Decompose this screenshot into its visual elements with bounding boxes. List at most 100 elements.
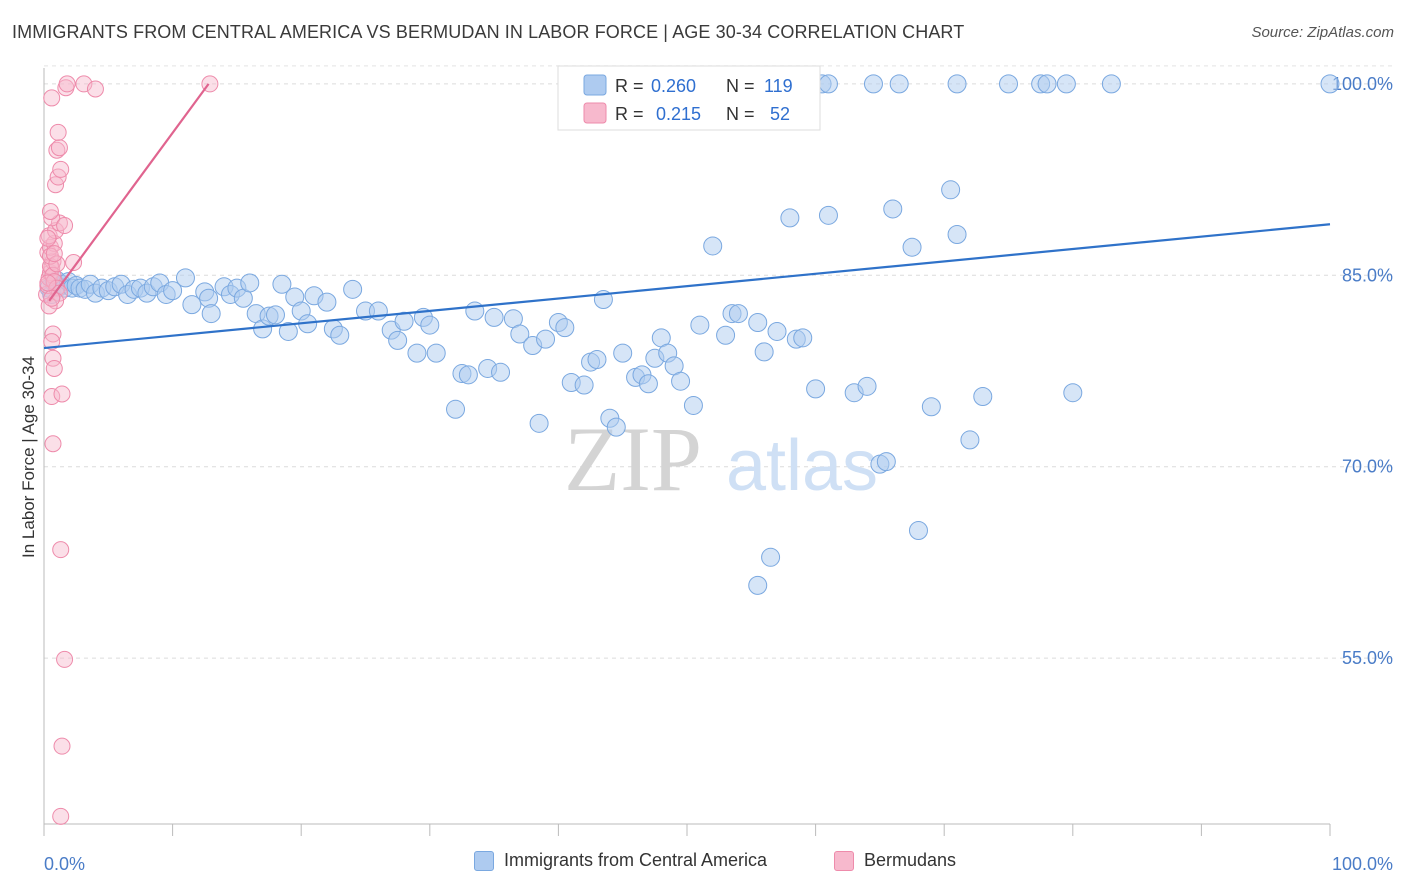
data-point-central-america bbox=[716, 325, 736, 345]
trend-lines bbox=[43, 83, 1331, 350]
data-point-central-america bbox=[767, 321, 787, 341]
series-bermudans-points bbox=[38, 75, 219, 825]
legend-r-value: 0.260 bbox=[651, 76, 696, 96]
data-point-central-america bbox=[465, 301, 485, 321]
y-tick-label: 85.0% bbox=[1342, 265, 1393, 285]
data-point-central-america bbox=[265, 305, 285, 325]
data-point-central-america bbox=[555, 318, 575, 338]
data-point-central-america bbox=[941, 180, 961, 200]
data-point-bermudans bbox=[39, 229, 57, 247]
watermark-atlas: atlas bbox=[726, 426, 878, 506]
data-point-central-america bbox=[703, 236, 723, 256]
legend-swatch-blue bbox=[474, 850, 494, 871]
data-point-central-america bbox=[947, 224, 967, 244]
data-point-central-america bbox=[330, 325, 350, 345]
axes bbox=[43, 68, 1331, 836]
data-point-bermudans bbox=[39, 274, 57, 292]
data-point-bermudans bbox=[45, 359, 63, 377]
x-tick-labels: 0.0% 100.0% bbox=[44, 854, 1393, 874]
legend-bottom: Immigrants from Central America Bermudan… bbox=[0, 850, 1406, 880]
data-point-central-america bbox=[683, 395, 703, 415]
data-point-bermudans bbox=[56, 650, 74, 668]
data-point-central-america bbox=[999, 74, 1018, 94]
data-point-central-america bbox=[182, 295, 202, 315]
legend-r-label: R = bbox=[615, 76, 644, 96]
data-point-central-america bbox=[1320, 74, 1340, 94]
data-point-central-america bbox=[902, 237, 922, 257]
legend-label: Immigrants from Central America bbox=[504, 850, 768, 870]
data-point-central-america bbox=[921, 397, 941, 417]
data-point-central-america bbox=[883, 199, 903, 219]
data-point-bermudans bbox=[53, 737, 71, 755]
data-point-bermudans bbox=[56, 217, 74, 235]
data-point-central-america bbox=[587, 350, 607, 370]
data-point-central-america bbox=[728, 304, 748, 324]
data-point-bermudans bbox=[43, 388, 61, 406]
y-tick-label: 100.0% bbox=[1332, 74, 1393, 94]
grid-lines bbox=[44, 65, 1394, 659]
data-point-bermudans bbox=[52, 807, 70, 825]
data-point-central-america bbox=[510, 324, 530, 344]
data-point-central-america bbox=[748, 575, 768, 595]
series-central-america-points bbox=[39, 74, 1340, 595]
data-point-central-america bbox=[240, 273, 260, 293]
y-tick-labels: 55.0% 70.0% 85.0% 100.0% bbox=[1332, 74, 1393, 668]
x-tick-label: 0.0% bbox=[44, 854, 85, 874]
data-point-central-america bbox=[818, 205, 838, 225]
data-point-central-america bbox=[806, 379, 826, 399]
legend-n-label: N = bbox=[726, 104, 755, 124]
data-point-central-america bbox=[1056, 74, 1076, 94]
y-tick-label: 70.0% bbox=[1342, 457, 1393, 477]
data-point-central-america bbox=[1037, 74, 1057, 94]
legend-top: R = 0.260 N = 119 R = 0.215 N = 52 bbox=[557, 65, 821, 131]
data-point-bermudans bbox=[86, 80, 104, 98]
data-point-central-america bbox=[394, 311, 414, 331]
data-point-central-america bbox=[426, 343, 446, 363]
data-point-central-america bbox=[671, 371, 691, 391]
data-point-bermudans bbox=[48, 141, 66, 159]
data-point-central-america bbox=[638, 374, 658, 394]
data-point-central-america bbox=[857, 376, 877, 396]
data-point-central-america bbox=[317, 292, 337, 312]
data-point-central-america bbox=[458, 365, 478, 385]
data-point-central-america bbox=[908, 521, 928, 541]
data-point-central-america bbox=[446, 399, 466, 419]
legend-item-bermudans: Bermudans bbox=[834, 850, 956, 871]
y-tick-label: 55.0% bbox=[1342, 648, 1393, 668]
legend-swatch-pink bbox=[834, 850, 854, 871]
data-point-central-america bbox=[1101, 74, 1121, 94]
data-point-bermudans bbox=[65, 254, 83, 272]
data-point-bermudans bbox=[43, 89, 61, 107]
watermark: ZIP atlas bbox=[564, 408, 878, 510]
data-point-central-america bbox=[1063, 383, 1083, 403]
data-point-central-america bbox=[407, 343, 427, 363]
data-point-bermudans bbox=[58, 75, 76, 93]
data-point-bermudans bbox=[44, 435, 62, 453]
y-axis-label: In Labor Force | Age 30-34 bbox=[19, 356, 38, 558]
trend-line-bermudans bbox=[48, 83, 210, 302]
data-point-central-america bbox=[536, 329, 556, 349]
data-point-bermudans bbox=[50, 139, 68, 157]
legend-label: Bermudans bbox=[864, 850, 957, 870]
chart-title: IMMIGRANTS FROM CENTRAL AMERICA VS BERMU… bbox=[12, 22, 965, 42]
legend-r-value: 0.215 bbox=[656, 104, 701, 124]
data-point-bermudans bbox=[43, 209, 61, 227]
data-point-bermudans bbox=[49, 123, 67, 141]
legend-item-central-america: Immigrants from Central America bbox=[474, 850, 767, 871]
legend-n-value: 119 bbox=[764, 76, 793, 96]
data-point-central-america bbox=[343, 279, 363, 299]
data-point-central-america bbox=[947, 74, 967, 94]
data-point-central-america bbox=[690, 315, 710, 335]
data-point-central-america bbox=[420, 315, 440, 335]
data-point-central-america bbox=[818, 74, 838, 94]
data-point-central-america bbox=[754, 342, 774, 362]
data-point-central-america bbox=[491, 362, 511, 382]
data-point-central-america bbox=[388, 330, 408, 350]
data-point-central-america bbox=[793, 328, 813, 348]
data-point-central-america bbox=[748, 313, 768, 333]
legend-n-label: N = bbox=[726, 76, 755, 96]
data-point-central-america bbox=[175, 268, 195, 288]
data-point-bermudans bbox=[41, 203, 59, 221]
legend-swatch-pink bbox=[583, 102, 607, 124]
legend-swatch-blue bbox=[583, 74, 607, 96]
